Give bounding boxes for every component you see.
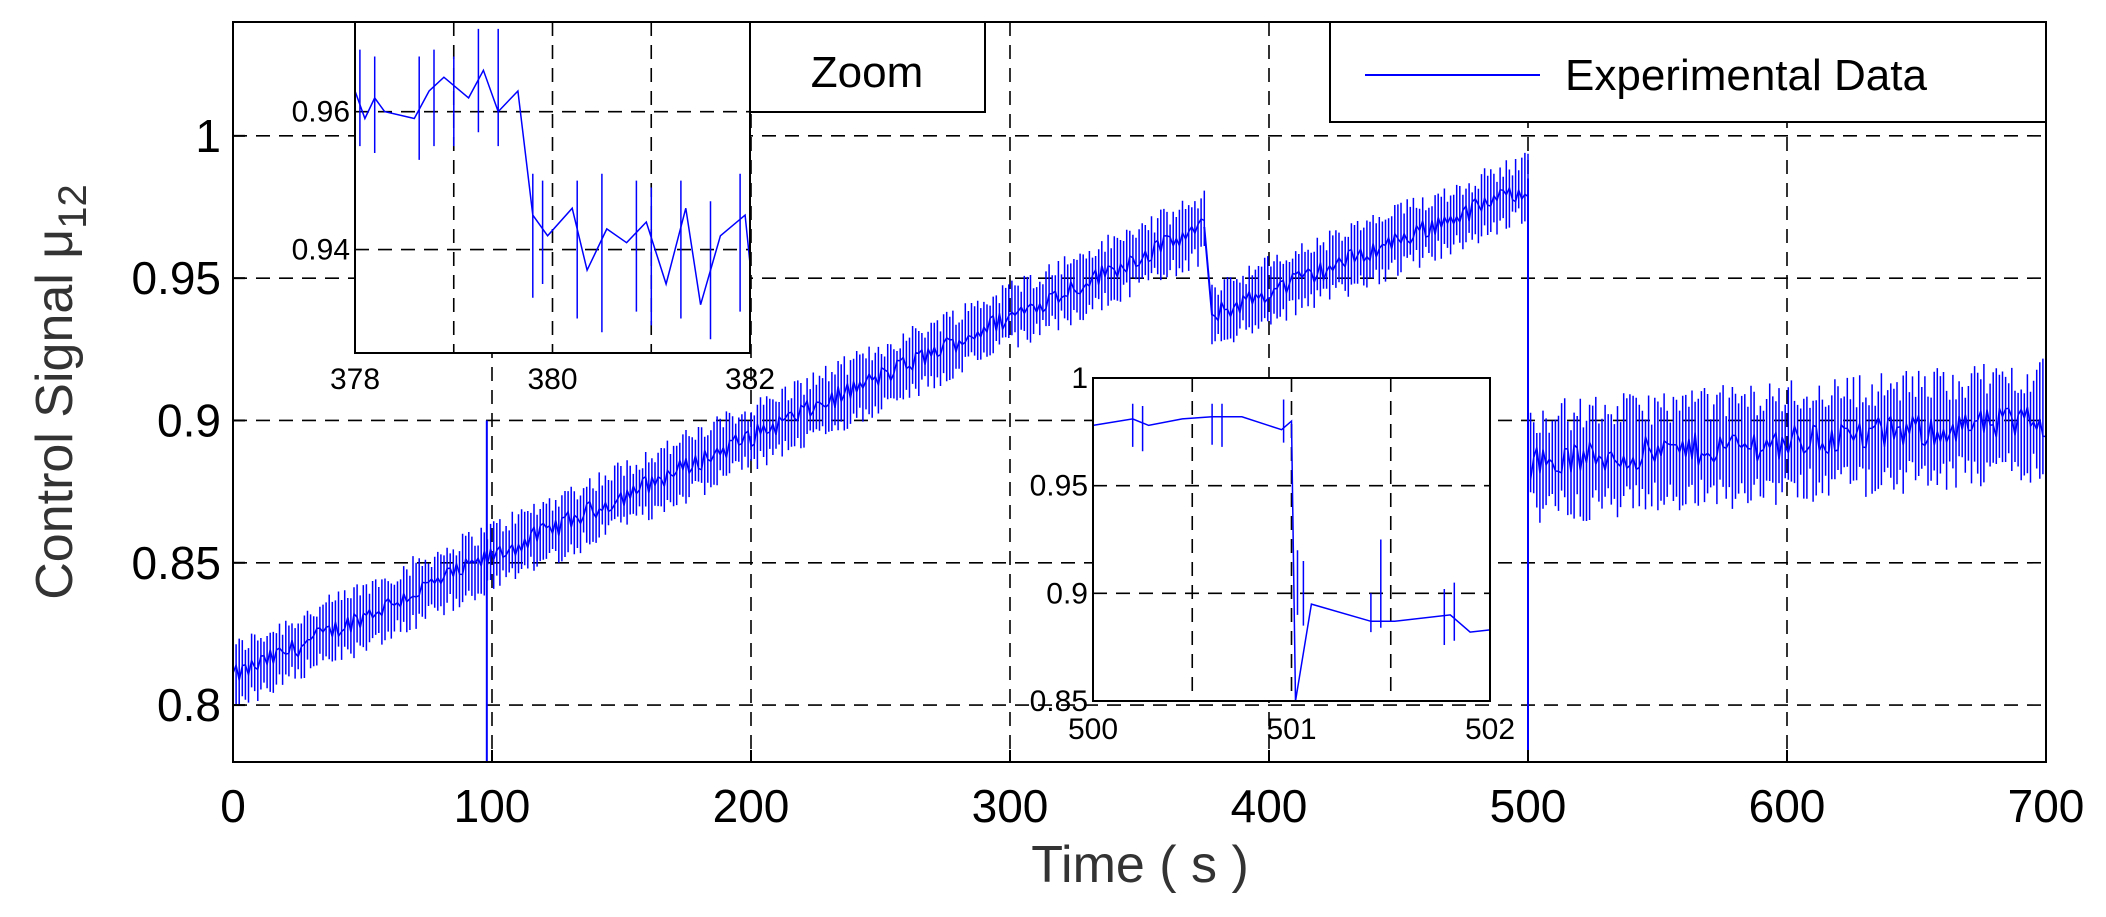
series-line — [1211, 185, 1529, 323]
series-jump — [1203, 226, 1214, 316]
inset-y-tick-label: 1 — [1071, 362, 1088, 395]
inset-x-tick-label: 378 — [330, 363, 380, 396]
y-tick-label: 0.8 — [157, 679, 221, 731]
main-series — [232, 152, 2047, 762]
inset-series-line — [1092, 416, 1491, 702]
inset-zoom-500-502: 500 501 502 1 0.95 0.9 0.85 — [1030, 362, 1515, 746]
inset-noise-bars — [1131, 399, 1456, 645]
x-tick-label: 200 — [713, 780, 790, 832]
inset-y-tick-label: 0.96 — [292, 96, 350, 129]
series-line — [232, 218, 1205, 681]
inset-y-tick-label: 0.94 — [292, 234, 350, 267]
y-tick-label: 0.85 — [131, 537, 221, 589]
inset-frame — [1092, 377, 1491, 702]
x-tick-label: 100 — [454, 780, 531, 832]
inset-zoom-378-382: 378 380 382 0.96 0.94 — [292, 21, 775, 396]
y-tick-label: 0.9 — [157, 394, 221, 446]
plot-frame — [232, 21, 2047, 763]
series-line — [1529, 406, 2047, 480]
inset-x-tick-label: 501 — [1266, 713, 1316, 746]
inset-x-tick-label: 382 — [725, 363, 775, 396]
x-axis-title: Time ( s ) — [1031, 836, 1249, 894]
y-axis-title: Control Signal μ12 — [26, 184, 95, 600]
x-tick-label: 500 — [1490, 780, 1567, 832]
zoom-label: Zoom — [811, 48, 923, 97]
inset-series-line — [354, 68, 751, 305]
y-axis-title-subscript: 12 — [51, 184, 95, 229]
inset-y-tick-label: 0.85 — [1030, 685, 1088, 718]
x-tick-label: 0 — [220, 780, 246, 832]
y-tick-label: 1 — [195, 110, 221, 162]
main-ticks — [232, 134, 2047, 762]
y-tick-label: 0.95 — [131, 252, 221, 304]
inset-x-tick-label: 500 — [1068, 713, 1118, 746]
inset-x-tick-label: 380 — [527, 363, 577, 396]
inset-y-tick-label: 0.95 — [1030, 470, 1088, 503]
x-tick-label: 600 — [1749, 780, 1826, 832]
x-tick-label: 700 — [2008, 780, 2085, 832]
y-axis-title-main: Control Signal μ — [26, 229, 84, 600]
inset-frame — [354, 21, 751, 354]
legend-entry: Experimental Data — [1565, 51, 1927, 100]
inset-y-tick-label: 0.9 — [1046, 577, 1088, 610]
legend-box — [1329, 21, 2047, 123]
zoom-label-box — [749, 21, 986, 113]
main-tick-labels: 0 100 200 300 400 500 600 700 0.8 0.85 0.9 0.95 1 — [131, 110, 2084, 832]
legend: Experimental Data — [1329, 21, 2047, 123]
x-tick-label: 400 — [1231, 780, 1308, 832]
inset-x-tick-label: 502 — [1465, 713, 1515, 746]
x-tick-label: 300 — [972, 780, 1049, 832]
